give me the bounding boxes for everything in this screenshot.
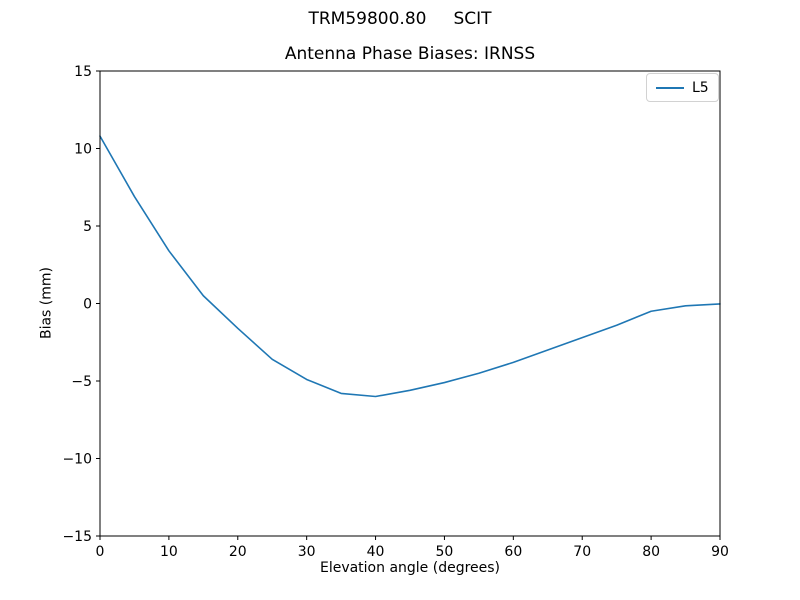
y-tick-label: 10 [74,142,92,158]
x-tick-label: 50 [436,544,454,560]
figure-suptitle: TRM59800.80 SCIT [308,9,492,29]
x-tick-label: 20 [229,544,247,560]
series-line-L5 [99,135,721,398]
y-tick-label: 0 [83,297,92,313]
x-tick-label: 60 [504,544,522,560]
y-tick-label: 15 [74,64,92,80]
y-axis-label: Bias (mm) [38,266,55,340]
x-tick-label: 40 [367,544,385,560]
x-tick-label: 0 [96,544,105,560]
x-tick-label: 10 [160,544,178,560]
x-tick-label: 90 [711,544,729,560]
x-tick-label: 80 [642,544,660,560]
axes-spines [99,70,721,537]
x-tick-label: 30 [298,544,316,560]
y-tick-label: −5 [71,374,92,390]
y-tick-label: −10 [62,452,92,468]
x-axis-label: Elevation angle (degrees) [319,560,501,576]
legend-series-label: L5 [692,79,709,96]
y-tick-label: 5 [83,219,92,235]
axes-title: Antenna Phase Biases: IRNSS [284,44,536,64]
x-tick-label: 70 [573,544,591,560]
y-tick-label: −15 [62,529,92,545]
legend-line-swatch [656,86,684,89]
legend: L5 [646,73,719,102]
